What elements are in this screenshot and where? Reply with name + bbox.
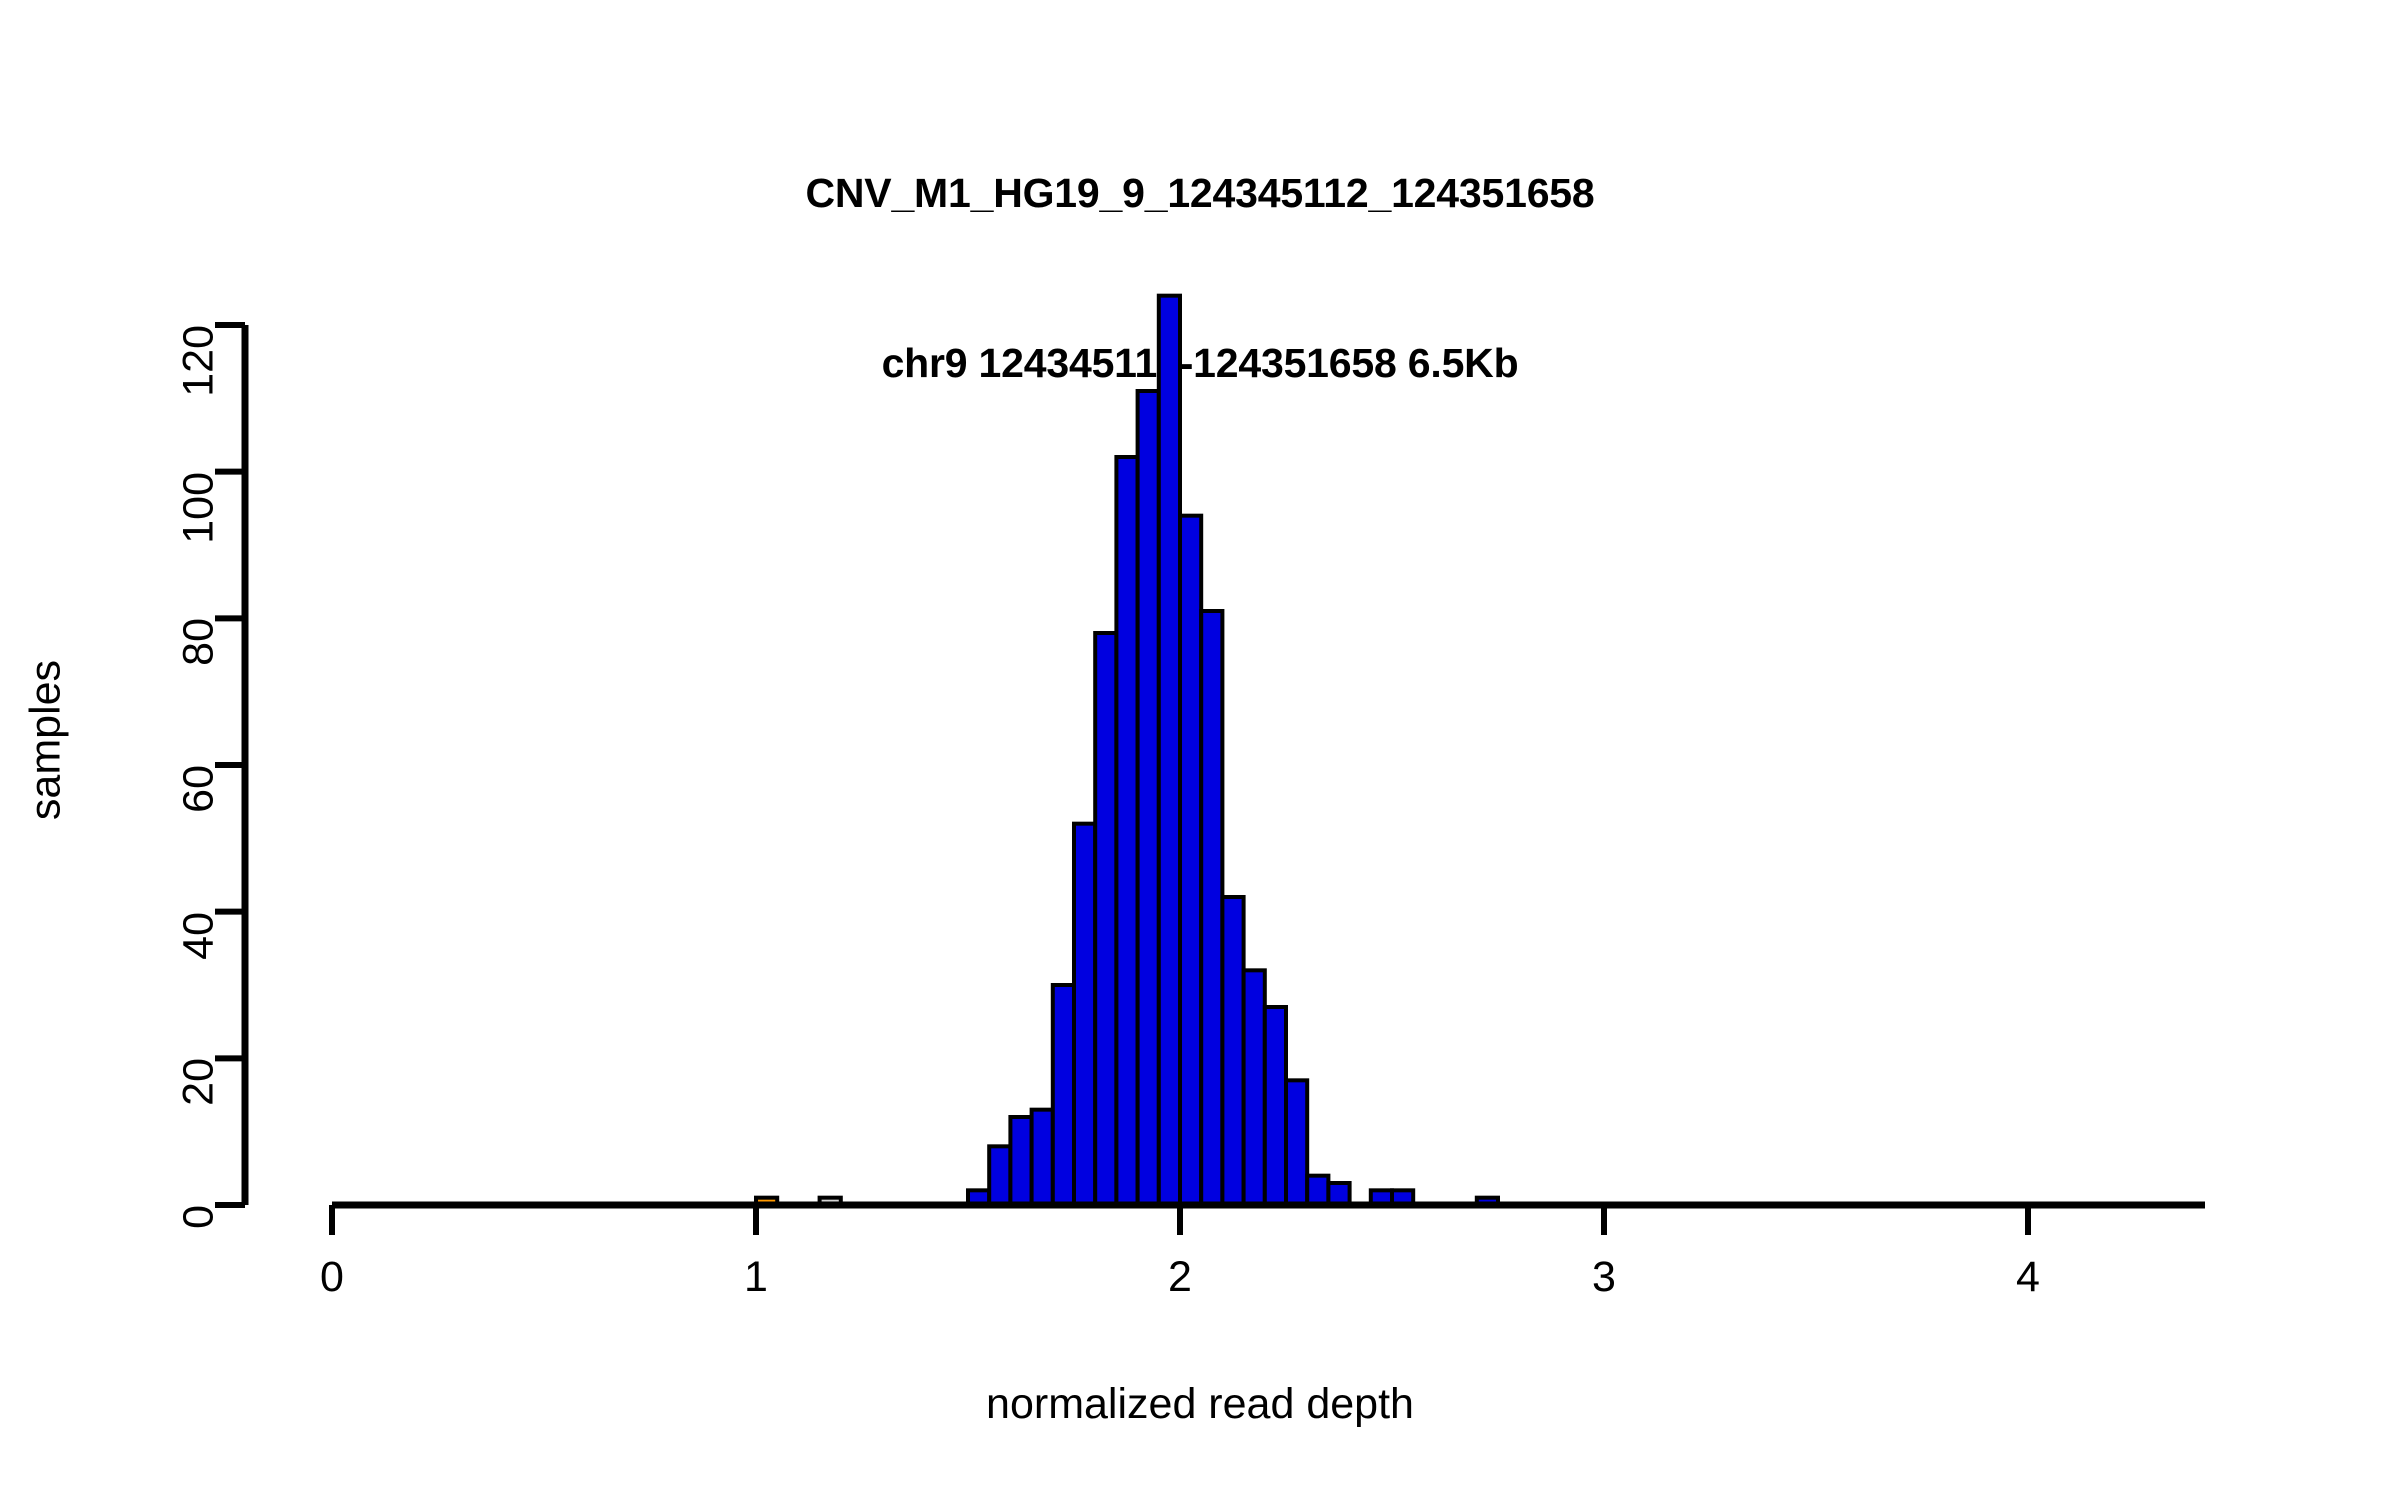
x-tick-label: 4: [2016, 1253, 2040, 1301]
histogram-bar: [1284, 1078, 1310, 1207]
histogram-bar: [1220, 895, 1246, 1207]
x-tick-label: 3: [1592, 1253, 1616, 1301]
plot-axes: [215, 322, 2205, 1235]
histogram-bar: [1050, 983, 1077, 1207]
histogram-bar: [1029, 1107, 1055, 1208]
histogram-bar: [1305, 1173, 1331, 1208]
histogram-bar: [1135, 389, 1161, 1207]
histogram-bar: [1114, 455, 1140, 1207]
histogram-bars: [754, 293, 1501, 1208]
y-axis-title: samples: [21, 659, 70, 821]
x-tick-label: 1: [744, 1253, 768, 1301]
histogram-bar: [1241, 968, 1267, 1208]
histogram-bar: [1199, 609, 1225, 1207]
chart-title: CNV_M1_HG19_9_124345112_124351658 chr9 1…: [0, 52, 2400, 505]
x-tick-label: 2: [1168, 1253, 1192, 1301]
y-tick-label: 0: [174, 1205, 223, 1229]
y-tick-label: 40: [174, 911, 223, 960]
y-tick-label: 20: [174, 1058, 223, 1107]
histogram-bar: [987, 1144, 1013, 1207]
histogram-bar: [1072, 821, 1098, 1207]
histogram-bar: [1262, 1005, 1289, 1207]
y-tick-label: 100: [174, 471, 223, 544]
x-axis-title: normalized read depth: [986, 1380, 1414, 1428]
chart-title-line-2: chr9 124345113-124351658 6.5Kb: [881, 339, 1519, 386]
histogram-bar: [1093, 631, 1119, 1207]
histogram-bar: [1156, 293, 1183, 1208]
histogram-bar: [1008, 1115, 1034, 1207]
y-tick-label: 60: [174, 765, 223, 813]
x-tick-label: 0: [320, 1253, 344, 1301]
histogram-bar: [1178, 513, 1204, 1207]
y-tick-label: 120: [174, 325, 223, 397]
chart-title-line-1: CNV_M1_HG19_9_124345112_124351658: [805, 170, 1595, 217]
y-tick-label: 80: [174, 618, 223, 667]
